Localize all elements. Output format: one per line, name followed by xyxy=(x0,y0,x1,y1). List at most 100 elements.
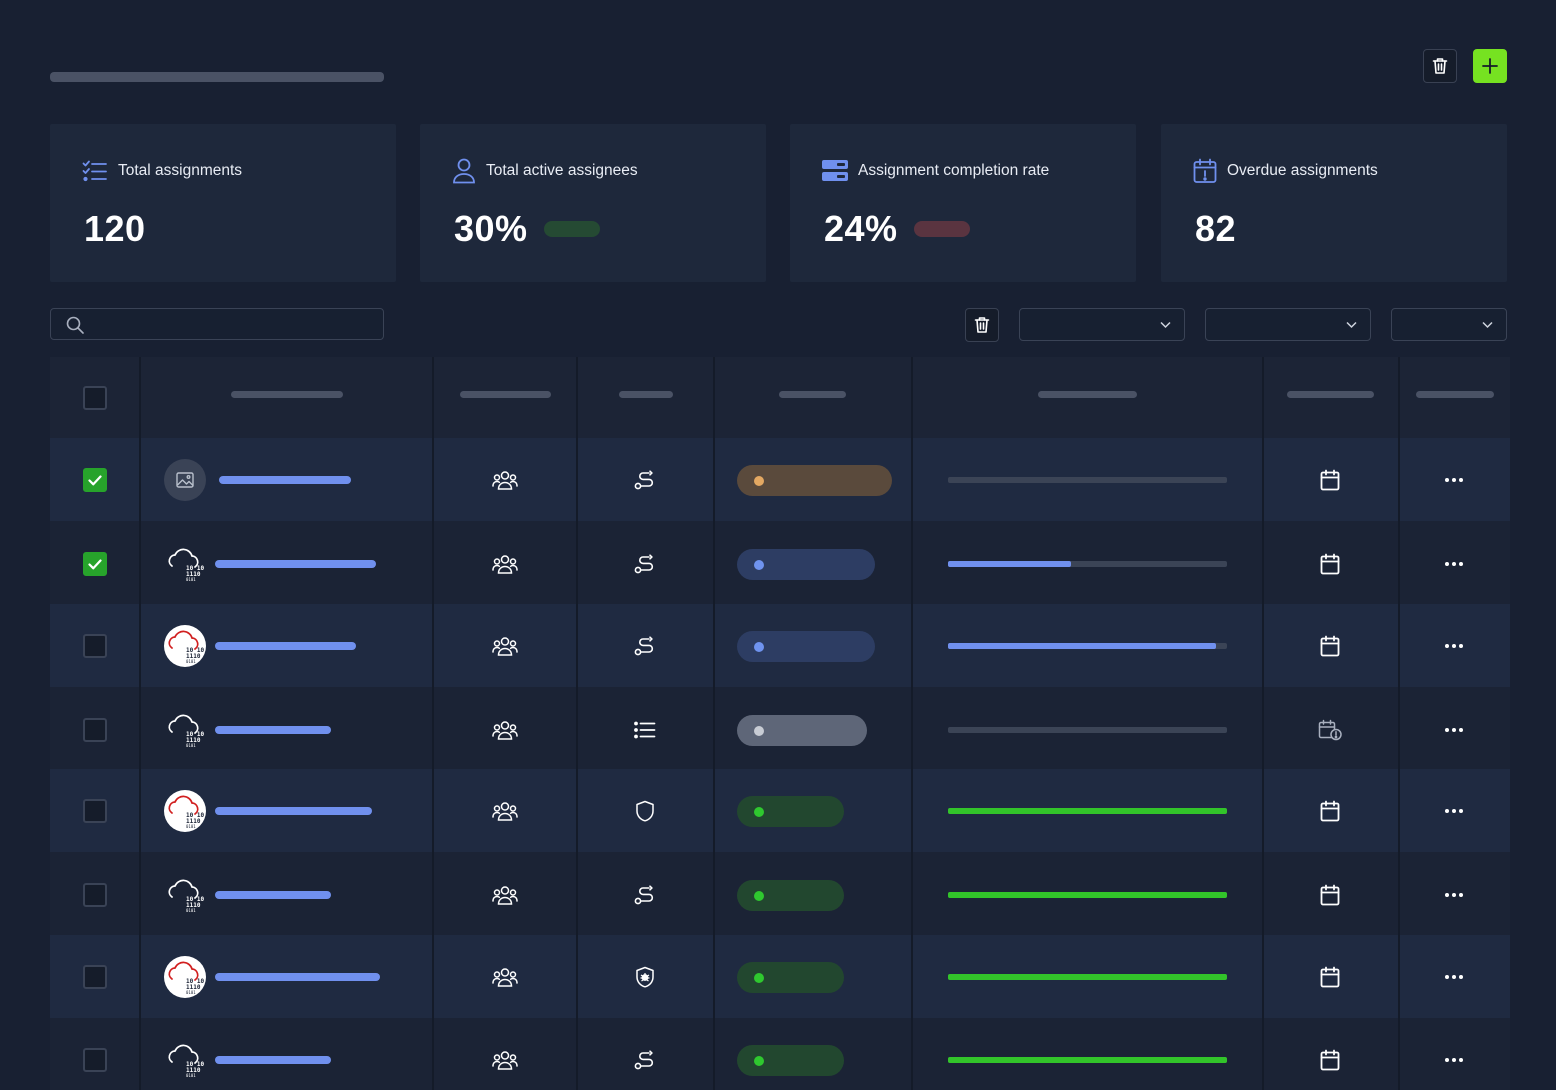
assignees-button[interactable] xyxy=(490,800,520,822)
row-checkbox[interactable] xyxy=(83,1048,107,1072)
row-checkbox[interactable] xyxy=(83,552,107,576)
status-badge xyxy=(737,465,892,496)
calendar-icon xyxy=(1320,553,1340,575)
status-badge xyxy=(737,962,844,993)
row-actions-button[interactable] xyxy=(1442,803,1466,819)
column-header[interactable] xyxy=(619,391,673,398)
row-actions-button[interactable] xyxy=(1442,556,1466,572)
svg-text:0101: 0101 xyxy=(186,743,196,748)
assignees-button[interactable] xyxy=(490,1049,520,1071)
column-header[interactable] xyxy=(1416,391,1494,398)
status-dot xyxy=(754,642,764,652)
assignment-name[interactable] xyxy=(215,973,380,981)
stat-value: 120 xyxy=(84,208,146,249)
column-header[interactable] xyxy=(779,391,846,398)
due-date-button[interactable] xyxy=(1318,553,1342,575)
assignees-button[interactable] xyxy=(490,469,520,491)
svg-text:10 10: 10 10 xyxy=(186,1061,204,1068)
row-actions-button[interactable] xyxy=(1442,722,1466,738)
status-dot xyxy=(754,807,764,817)
assignment-name[interactable] xyxy=(215,807,372,815)
route-icon xyxy=(634,554,654,574)
status-dot xyxy=(754,476,764,486)
svg-text:0101: 0101 xyxy=(186,990,196,995)
column-header[interactable] xyxy=(460,391,551,398)
column-header[interactable] xyxy=(1287,391,1374,398)
column-divider xyxy=(576,357,578,1090)
group-icon xyxy=(492,1051,518,1070)
row-checkbox[interactable] xyxy=(83,965,107,989)
assignment-name[interactable] xyxy=(219,476,351,484)
row-checkbox[interactable] xyxy=(83,883,107,907)
assignees-button[interactable] xyxy=(490,553,520,575)
column-divider xyxy=(713,357,715,1090)
table-row[interactable]: 10 10 1110 0101 xyxy=(50,1018,1510,1090)
more-icon xyxy=(1445,562,1463,566)
table-row[interactable]: 10 10 1110 0101 xyxy=(50,935,1510,1018)
row-actions-button[interactable] xyxy=(1442,1052,1466,1068)
due-date-button[interactable] xyxy=(1318,1049,1342,1071)
column-header[interactable] xyxy=(1038,391,1137,398)
trend-indicator xyxy=(544,221,600,237)
due-date-button[interactable] xyxy=(1318,469,1342,491)
delete-button[interactable] xyxy=(1423,49,1457,83)
progress-bar xyxy=(948,1057,1227,1063)
row-checkbox[interactable] xyxy=(83,718,107,742)
assignment-name[interactable] xyxy=(215,891,331,899)
row-actions-button[interactable] xyxy=(1442,638,1466,654)
assignees-button[interactable] xyxy=(490,884,520,906)
column-header[interactable] xyxy=(231,391,343,398)
progress-bar xyxy=(948,561,1227,567)
svg-text:10 10: 10 10 xyxy=(186,812,204,819)
due-date-button[interactable] xyxy=(1318,966,1342,988)
table-row[interactable]: 10 10 1110 0101 xyxy=(50,604,1510,687)
table-row[interactable] xyxy=(50,438,1510,521)
assignment-name[interactable] xyxy=(215,726,331,734)
add-button[interactable] xyxy=(1473,49,1507,83)
table-row[interactable]: 10 10 1110 0101 xyxy=(50,522,1510,605)
progress-fill xyxy=(948,561,1071,567)
status-badge xyxy=(737,880,844,911)
due-date-button[interactable] xyxy=(1318,884,1342,906)
stat-card-completion-rate: Assignment completion rate 24% xyxy=(790,124,1136,282)
assignment-type xyxy=(632,553,658,575)
select-all-checkbox[interactable] xyxy=(83,386,107,410)
route-icon xyxy=(634,1050,654,1070)
row-checkbox[interactable] xyxy=(83,634,107,658)
check-icon xyxy=(88,474,102,485)
assignees-button[interactable] xyxy=(490,966,520,988)
assignment-type xyxy=(632,719,658,741)
svg-text:10 10: 10 10 xyxy=(186,731,204,738)
group-icon xyxy=(492,471,518,490)
due-date-button[interactable] xyxy=(1318,635,1342,657)
assignment-name[interactable] xyxy=(215,560,376,568)
stat-title: Assignment completion rate xyxy=(858,162,1050,179)
row-checkbox[interactable] xyxy=(83,468,107,492)
row-actions-button[interactable] xyxy=(1442,887,1466,903)
table-header xyxy=(50,357,1510,438)
assignees-button[interactable] xyxy=(490,719,520,741)
plus-icon xyxy=(1482,58,1498,74)
svg-text:0101: 0101 xyxy=(186,908,196,913)
status-badge xyxy=(737,549,875,580)
due-date-button[interactable] xyxy=(1318,800,1342,822)
assignment-name[interactable] xyxy=(215,642,356,650)
svg-text:1110: 1110 xyxy=(186,571,201,578)
filter-dropdown-1[interactable] xyxy=(1019,308,1185,341)
table-row[interactable]: 10 10 1110 0101 xyxy=(50,853,1510,936)
due-date-button[interactable] xyxy=(1318,719,1342,741)
row-checkbox[interactable] xyxy=(83,799,107,823)
assignment-name[interactable] xyxy=(215,1056,331,1064)
row-actions-button[interactable] xyxy=(1442,969,1466,985)
table-row[interactable]: 10 10 1110 0101 xyxy=(50,688,1510,771)
filter-dropdown-3[interactable] xyxy=(1391,308,1507,341)
search-input[interactable] xyxy=(50,308,384,340)
bulk-delete-button[interactable] xyxy=(965,308,999,342)
filter-dropdown-2[interactable] xyxy=(1205,308,1371,341)
group-icon xyxy=(492,802,518,821)
stat-value: 24% xyxy=(824,208,898,249)
table-row[interactable]: 10 10 1110 0101 xyxy=(50,769,1510,852)
chevron-down-icon xyxy=(1160,321,1171,329)
row-actions-button[interactable] xyxy=(1442,472,1466,488)
assignees-button[interactable] xyxy=(490,635,520,657)
